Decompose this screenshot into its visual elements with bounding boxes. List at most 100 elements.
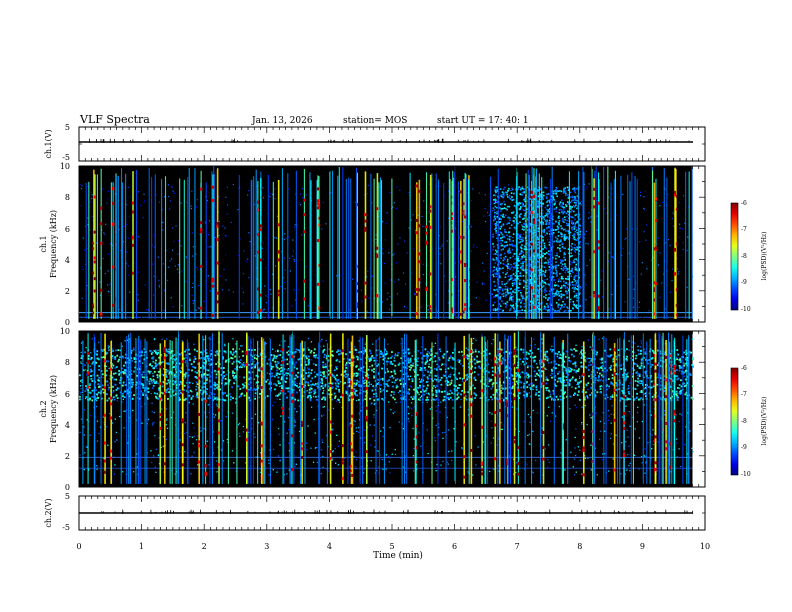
noise-pixel	[368, 267, 371, 269]
noise-pixel	[562, 259, 564, 262]
band-pixel	[185, 356, 187, 359]
noise-pixel	[539, 308, 542, 311]
noise-pixel	[534, 273, 536, 276]
noise-pixel	[502, 192, 505, 194]
sferic-hotspot	[451, 293, 454, 297]
noise-pixel	[561, 246, 563, 248]
band-pixel	[309, 399, 312, 402]
band-pixel	[273, 375, 276, 378]
noise-pixel	[501, 202, 503, 205]
noise-pixel	[483, 215, 485, 217]
noise-pixel	[537, 241, 540, 244]
sferic-hotspot	[530, 286, 533, 290]
noise-pixel	[547, 263, 550, 266]
band-pixel	[475, 394, 478, 397]
sferic-hotspot	[256, 287, 260, 291]
band-pixel	[423, 374, 426, 377]
band-pixel	[286, 369, 289, 372]
noise-pixel	[659, 252, 661, 254]
band-pixel	[574, 387, 577, 390]
band-pixel	[183, 384, 186, 387]
sferic-hotspot	[131, 236, 134, 240]
noise-pixel	[560, 208, 562, 211]
band-pixel	[563, 360, 566, 363]
sferic-hotspot	[425, 225, 428, 229]
band-pixel	[684, 349, 687, 352]
band-pixel	[320, 385, 323, 388]
noise-pixel	[500, 194, 503, 196]
band-pixel	[334, 397, 336, 399]
noise-pixel	[504, 291, 507, 294]
noise-pixel	[510, 224, 513, 227]
noise-pixel	[515, 310, 517, 312]
noise-pixel	[508, 299, 511, 302]
noise-pixel	[554, 202, 556, 205]
sferic-streak	[112, 182, 114, 319]
noise-pixel	[496, 215, 499, 218]
noise-pixel	[496, 186, 498, 189]
noise-pixel	[510, 296, 513, 298]
noise-pixel	[501, 244, 504, 247]
noise-pixel	[543, 305, 546, 308]
band-pixel	[232, 397, 234, 400]
noise-pixel	[529, 223, 532, 225]
noise-pixel	[366, 192, 368, 195]
band-pixel	[549, 395, 552, 398]
band-pixel	[407, 375, 410, 378]
noise-pixel	[191, 190, 193, 192]
sferic-streak	[463, 178, 465, 319]
noise-pixel	[526, 296, 529, 298]
band-pixel	[148, 372, 151, 375]
ch2-spectrogram-panel: 0 2 4 6 8 10 ch.2 Frequency (kHz)	[39, 327, 706, 492]
noise-pixel	[520, 206, 522, 208]
noise-pixel	[534, 191, 536, 193]
band-pixel	[464, 391, 467, 393]
noise-pixel	[573, 233, 575, 236]
band-pixel	[95, 397, 98, 400]
noise-pixel	[564, 282, 566, 285]
noise-pixel	[170, 297, 172, 299]
noise-pixel	[392, 254, 394, 256]
band-pixel	[441, 363, 444, 366]
noise-pixel	[518, 214, 521, 216]
noise-pixel	[81, 185, 83, 187]
band-pixel	[231, 362, 234, 365]
noise-pixel	[664, 242, 666, 244]
band-pixel	[117, 387, 120, 390]
band-pixel	[400, 397, 403, 399]
band-pixel	[219, 388, 222, 391]
noise-pixel	[172, 305, 174, 308]
noise-pixel	[262, 309, 264, 311]
noise-pixel	[542, 240, 544, 243]
noise-pixel	[470, 225, 472, 227]
band-pixel	[622, 392, 625, 395]
noise-pixel	[545, 303, 548, 305]
band-pixel	[541, 361, 544, 364]
band-pixel	[124, 372, 127, 374]
band-pixel	[578, 381, 581, 384]
noise-pixel	[556, 271, 559, 273]
noise-pixel	[540, 222, 542, 225]
band-pixel	[434, 355, 436, 358]
noise-pixel	[517, 286, 520, 289]
band-pixel	[259, 392, 261, 395]
noise-pixel	[684, 222, 686, 224]
noise-pixel	[559, 261, 562, 264]
noise-pixel	[565, 212, 568, 215]
noise-pixel	[575, 282, 578, 285]
band-pixel	[202, 367, 205, 370]
band-pixel	[283, 358, 286, 361]
noise-pixel	[555, 257, 557, 260]
band-pixel	[356, 358, 359, 361]
band-pixel	[97, 358, 100, 361]
band-pixel	[276, 350, 279, 353]
band-pixel	[386, 360, 388, 363]
sferic-hotspot	[131, 271, 134, 275]
noise-pixel	[438, 235, 440, 237]
noise-pixel	[509, 219, 511, 221]
noise-pixel	[504, 255, 507, 258]
band-pixel	[430, 348, 432, 351]
noise-pixel	[505, 264, 508, 267]
noise-pixel	[572, 271, 574, 274]
noise-pixel	[554, 293, 556, 295]
